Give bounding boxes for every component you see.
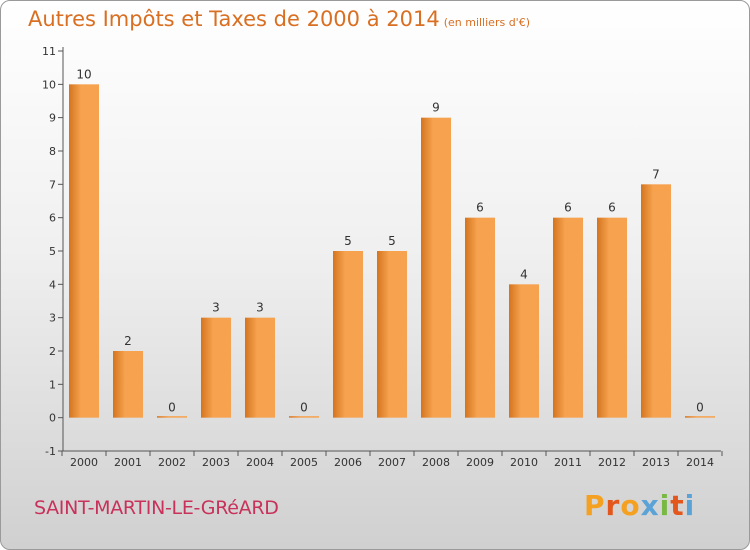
y-tick-label: 7 bbox=[49, 178, 56, 191]
bar-value-label: 5 bbox=[388, 234, 396, 248]
y-tick-label: 4 bbox=[49, 278, 56, 291]
y-tick-label: -1 bbox=[45, 445, 56, 458]
x-tick-label: 2003 bbox=[202, 456, 230, 469]
logo-letter: P bbox=[584, 489, 606, 522]
bar bbox=[157, 416, 187, 418]
bar bbox=[245, 317, 275, 418]
commune-name: SAINT-MARTIN-LE-GRéARD bbox=[34, 497, 279, 519]
logo-letter: x bbox=[640, 489, 660, 522]
y-tick-label: 6 bbox=[49, 212, 56, 225]
bar-value-label: 6 bbox=[608, 201, 616, 215]
x-tick-label: 2007 bbox=[378, 456, 406, 469]
bar-value-label: 3 bbox=[256, 301, 264, 315]
bar bbox=[333, 251, 363, 418]
x-tick-label: 2008 bbox=[422, 456, 450, 469]
bar-value-label: 0 bbox=[696, 401, 704, 415]
proxiti-logo[interactable]: Proxiti bbox=[584, 489, 695, 522]
bar-value-label: 9 bbox=[432, 101, 440, 115]
bar bbox=[69, 84, 99, 418]
bar bbox=[465, 217, 495, 418]
logo-letter: i bbox=[659, 489, 671, 522]
bar-value-label: 0 bbox=[300, 401, 308, 415]
x-tick-label: 2009 bbox=[466, 456, 494, 469]
logo-letter: r bbox=[605, 489, 621, 522]
bar-value-label: 6 bbox=[476, 201, 484, 215]
x-tick-label: 2004 bbox=[246, 456, 274, 469]
chart-title: Autres Impôts et Taxes de 2000 à 2014 (en… bbox=[28, 7, 530, 31]
bar bbox=[201, 317, 231, 418]
y-tick-label: 8 bbox=[49, 145, 56, 158]
x-tick-label: 2000 bbox=[70, 456, 98, 469]
y-tick-label: 11 bbox=[42, 45, 56, 58]
bar-value-label: 4 bbox=[520, 267, 528, 281]
y-tick-label: 3 bbox=[49, 312, 56, 325]
y-tick-label: 5 bbox=[49, 245, 56, 258]
bar-value-label: 10 bbox=[76, 67, 91, 81]
x-tick-label: 2001 bbox=[114, 456, 142, 469]
y-tick-label: 10 bbox=[42, 78, 56, 91]
x-tick-label: 2006 bbox=[334, 456, 362, 469]
bar-value-label: 3 bbox=[212, 301, 220, 315]
y-tick-label: 2 bbox=[49, 345, 56, 358]
bar bbox=[685, 416, 715, 418]
x-tick-label: 2012 bbox=[598, 456, 626, 469]
bar bbox=[421, 117, 451, 418]
bar-value-label: 6 bbox=[564, 201, 572, 215]
x-tick-label: 2014 bbox=[686, 456, 714, 469]
x-tick-label: 2011 bbox=[554, 456, 582, 469]
bar bbox=[377, 251, 407, 418]
y-tick-label: 9 bbox=[49, 112, 56, 125]
bar-value-label: 0 bbox=[168, 401, 176, 415]
x-tick-label: 2002 bbox=[158, 456, 186, 469]
bar bbox=[641, 184, 671, 418]
x-tick-label: 2013 bbox=[642, 456, 670, 469]
bar bbox=[509, 284, 539, 418]
logo-letter: t bbox=[670, 489, 685, 522]
logo-letter: o bbox=[620, 489, 641, 522]
logo-letter: i bbox=[684, 489, 696, 522]
bar-value-label: 2 bbox=[124, 334, 132, 348]
bar bbox=[553, 217, 583, 418]
bar bbox=[289, 416, 319, 418]
y-tick-label: 1 bbox=[49, 378, 56, 391]
unit-note: (en milliers d'€) bbox=[443, 16, 530, 29]
bar-value-label: 5 bbox=[344, 234, 352, 248]
bar bbox=[113, 351, 143, 418]
x-tick-label: 2010 bbox=[510, 456, 538, 469]
x-tick-label: 2005 bbox=[290, 456, 318, 469]
bar-value-label: 7 bbox=[652, 167, 660, 181]
y-tick-label: 0 bbox=[49, 412, 56, 425]
bar bbox=[597, 217, 627, 418]
